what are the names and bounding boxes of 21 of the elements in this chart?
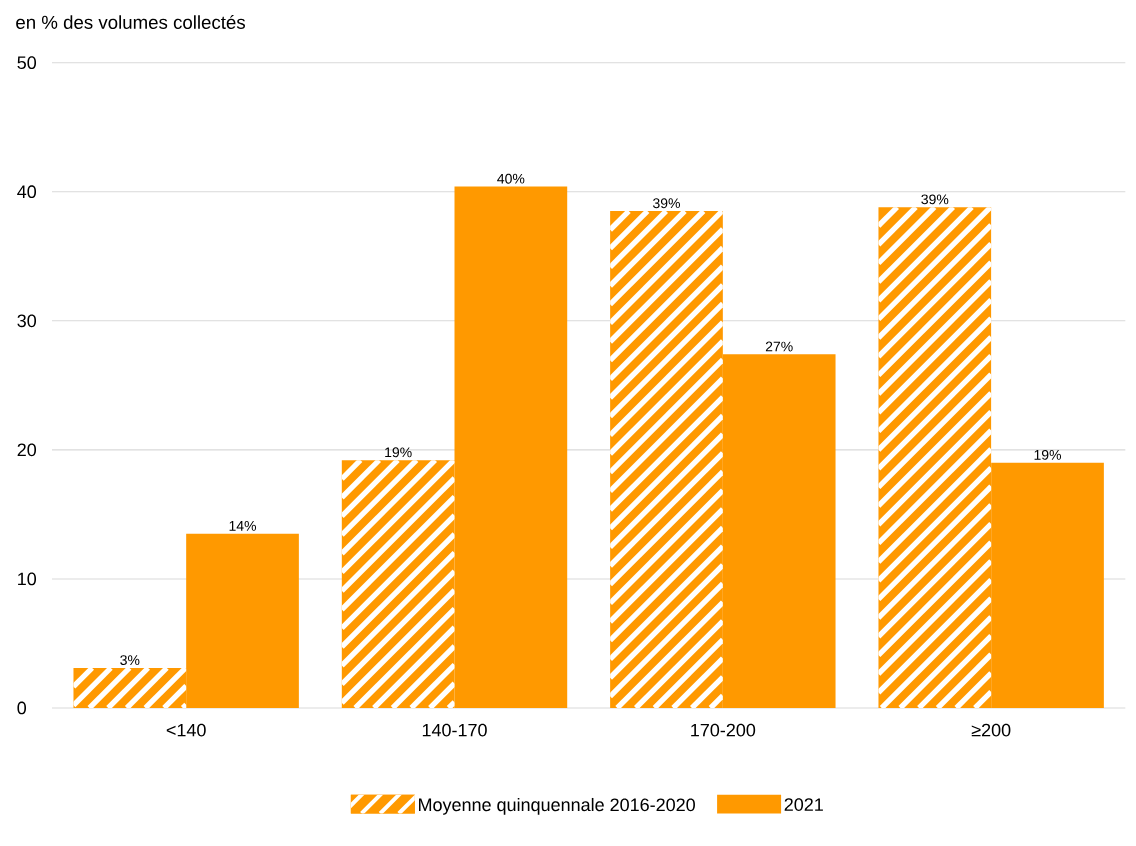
y-axis-title: en % des volumes collectés <box>16 15 245 29</box>
y-tick-label: 20 <box>17 443 37 457</box>
data-label: 39% <box>653 198 680 209</box>
y-tick-label: 30 <box>17 314 37 328</box>
y-tick-label: 0 <box>17 701 27 715</box>
data-label: 27% <box>765 341 793 352</box>
y-tick-label: 40 <box>17 185 37 199</box>
x-tick-label: ≥200 <box>971 723 1011 737</box>
data-label: 19% <box>385 447 412 458</box>
x-tick-label: 140-170 <box>422 723 487 737</box>
data-label: 3% <box>120 655 140 666</box>
x-tick-label: 170-200 <box>691 723 756 737</box>
y-tick-label: 50 <box>17 56 37 70</box>
data-label: 39% <box>921 194 949 205</box>
data-label: 19% <box>1034 449 1062 460</box>
data-label: 40% <box>497 173 525 184</box>
data-label: 14% <box>229 521 257 531</box>
x-tick-label: <140 <box>166 723 206 737</box>
legend-label: Moyenne quinquennale 2016-2020 <box>419 797 695 815</box>
y-tick-label: 10 <box>18 572 37 586</box>
legend-label: 2021 <box>784 798 823 811</box>
